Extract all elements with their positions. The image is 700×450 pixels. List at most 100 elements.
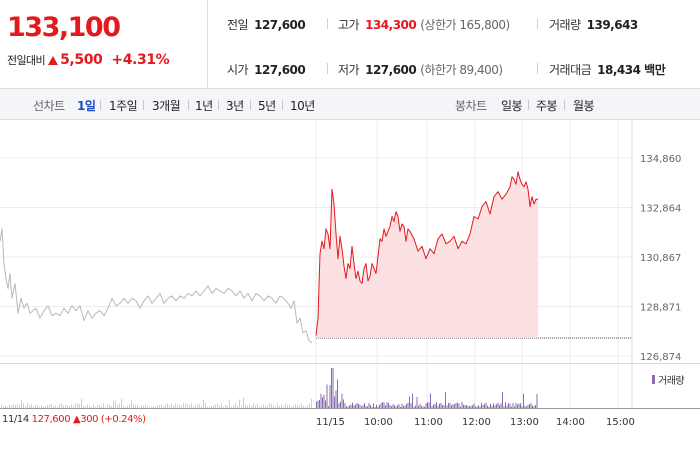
volume-bar (257, 403, 258, 408)
volume-bar (353, 405, 355, 408)
volume-bar (346, 406, 347, 408)
tab-1week[interactable]: 1주일 (109, 99, 138, 113)
volume-bar (520, 403, 521, 408)
volume-bar (410, 403, 412, 408)
divider (537, 63, 538, 74)
volume-bar (145, 404, 146, 408)
volume-bar (95, 406, 96, 408)
volume-bar (323, 394, 325, 408)
volume-bar (139, 406, 140, 408)
tab-1day[interactable]: 1일 (77, 99, 96, 113)
volume-bar (470, 405, 472, 408)
volume-bar (533, 406, 535, 408)
volume-bar (17, 404, 18, 408)
volume-bar (275, 406, 276, 408)
divider (218, 100, 219, 110)
volume-bar (11, 405, 12, 408)
volume-bar (430, 393, 431, 408)
volume-bar (467, 405, 469, 408)
volume-bar (515, 402, 517, 408)
volume-bar (279, 405, 280, 408)
volume-bar (442, 405, 443, 408)
volume-bar (377, 406, 379, 408)
tab-daily-candle[interactable]: 일봉 (501, 99, 523, 113)
volume-bar (129, 403, 130, 408)
volume-bar (530, 403, 532, 408)
volume-bar (517, 404, 518, 408)
tab-weekly-candle[interactable]: 주봉 (536, 99, 558, 113)
tab-10year[interactable]: 10년 (290, 99, 315, 113)
divider (143, 100, 144, 110)
y-axis-labels: 134,860 132,864 130,867 128,871 126,874 (640, 154, 681, 363)
volume-bar (491, 406, 493, 408)
volume-bar (277, 403, 278, 408)
volume-bar (326, 384, 328, 408)
volume-bar (7, 406, 8, 408)
volume-bar (189, 404, 190, 408)
volume-bar (53, 406, 54, 408)
volume-bar (147, 405, 148, 408)
volume-bar (105, 406, 106, 408)
volume-bar (440, 403, 442, 408)
volume-bar (434, 404, 436, 408)
prev-day-line (0, 228, 313, 344)
volume-bar (331, 368, 332, 408)
volume-bar (452, 404, 454, 408)
volume-bar (404, 405, 406, 408)
volume-bar (407, 402, 409, 408)
volume-bar (261, 406, 262, 408)
price-chart[interactable]: 134,860 132,864 130,867 128,871 126,874 11/1… (0, 121, 700, 450)
volume-bar (481, 402, 482, 408)
volume-bar (367, 406, 368, 408)
volume-bar (362, 404, 364, 408)
volume-bar (123, 405, 124, 408)
volume-bar (97, 405, 98, 408)
volume-bar (443, 405, 445, 408)
volume-bar (21, 400, 22, 408)
volume-bar (385, 405, 386, 408)
stat-value: 18,434 백만 (597, 63, 666, 77)
volume-bar (217, 403, 218, 408)
volume-bar (466, 405, 467, 408)
y-tick-label: 126,874 (640, 352, 681, 363)
stat-label: 전일 (227, 18, 249, 32)
x-tick-label: 12:00 (462, 417, 491, 428)
volume-bar (65, 405, 66, 408)
volume-bar (155, 406, 156, 408)
volume-bar (283, 406, 284, 408)
volume-bar (255, 405, 256, 408)
volume-bar (379, 404, 380, 408)
tab-1year[interactable]: 1년 (195, 99, 213, 113)
volume-bar (55, 405, 56, 408)
stat-label: 저가 (338, 63, 360, 77)
volume-bar (349, 405, 350, 408)
volume-bar (263, 404, 264, 408)
volume-bar (295, 403, 296, 408)
volume-bar (493, 403, 494, 408)
volume-bar (529, 404, 530, 408)
volume-bar (233, 405, 234, 408)
tab-3year[interactable]: 3년 (226, 99, 244, 113)
volume-bar (137, 405, 138, 408)
stat-volume: 거래량 139,643 (549, 16, 638, 33)
volume-bar (512, 403, 514, 408)
volume-bar (135, 405, 136, 408)
volume-bar (13, 404, 14, 408)
volume-bar (485, 402, 487, 408)
volume-bar (225, 405, 226, 408)
volume-bar (415, 405, 416, 408)
tab-5year[interactable]: 5년 (258, 99, 276, 113)
tab-3month[interactable]: 3개월 (152, 99, 181, 113)
volume-bar (449, 403, 451, 408)
volume-bar (125, 406, 126, 408)
volume-bar (445, 392, 446, 408)
volume-bar (85, 406, 86, 408)
volume-bar (356, 403, 358, 408)
volume-bar (41, 405, 42, 408)
volume-bar (343, 399, 344, 408)
volume-bar (374, 406, 376, 408)
volume-bar (177, 404, 178, 408)
volume-bar (237, 405, 238, 408)
divider (327, 18, 328, 29)
tab-monthly-candle[interactable]: 월봉 (573, 99, 595, 113)
